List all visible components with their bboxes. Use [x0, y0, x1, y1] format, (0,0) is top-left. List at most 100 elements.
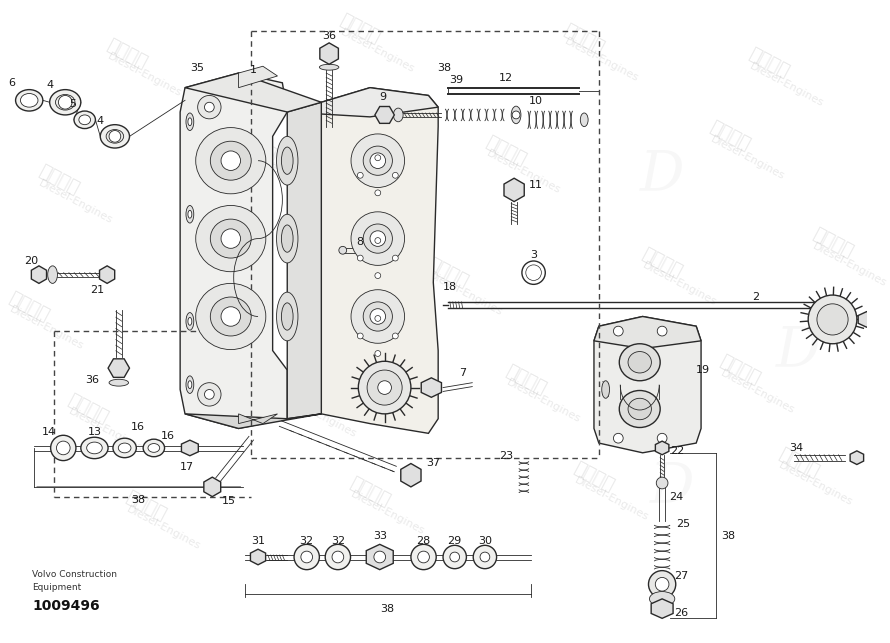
- Text: 26: 26: [675, 608, 689, 619]
- Polygon shape: [250, 549, 265, 565]
- Ellipse shape: [188, 318, 192, 325]
- Text: 柴发动力: 柴发动力: [561, 21, 608, 57]
- Polygon shape: [850, 451, 863, 464]
- Text: 柴发动力: 柴发动力: [483, 133, 530, 169]
- Text: 11: 11: [529, 180, 543, 190]
- Text: 15: 15: [222, 496, 236, 507]
- Ellipse shape: [277, 292, 298, 341]
- Circle shape: [370, 153, 385, 168]
- Circle shape: [656, 477, 668, 489]
- Text: 4: 4: [46, 80, 53, 90]
- Text: Diesel-Engines: Diesel-Engines: [261, 158, 338, 206]
- Circle shape: [59, 95, 72, 109]
- Text: 9: 9: [379, 93, 386, 102]
- Ellipse shape: [351, 290, 405, 343]
- Circle shape: [359, 361, 411, 414]
- Text: 33: 33: [373, 530, 387, 541]
- Circle shape: [392, 172, 398, 178]
- Polygon shape: [321, 87, 438, 433]
- Circle shape: [339, 246, 346, 254]
- Ellipse shape: [351, 212, 405, 266]
- Polygon shape: [204, 477, 221, 496]
- Text: Diesel-Engines: Diesel-Engines: [8, 304, 85, 352]
- Ellipse shape: [363, 146, 392, 176]
- Ellipse shape: [113, 439, 136, 458]
- Polygon shape: [594, 316, 701, 453]
- Ellipse shape: [393, 108, 403, 122]
- Circle shape: [657, 433, 667, 443]
- Text: 17: 17: [180, 462, 194, 473]
- Text: 1009496: 1009496: [32, 599, 100, 613]
- Polygon shape: [108, 359, 130, 377]
- Circle shape: [657, 326, 667, 336]
- Circle shape: [358, 172, 363, 178]
- Text: 柴发动力: 柴发动力: [570, 459, 617, 495]
- Text: Diesel-Engines: Diesel-Engines: [709, 134, 787, 181]
- Circle shape: [649, 570, 676, 598]
- Circle shape: [375, 350, 381, 356]
- Text: 38: 38: [131, 494, 145, 505]
- Polygon shape: [367, 545, 393, 570]
- Text: Diesel-Engines: Diesel-Engines: [349, 489, 426, 537]
- Text: 20: 20: [24, 256, 38, 266]
- Text: D: D: [776, 323, 821, 378]
- Ellipse shape: [196, 206, 266, 272]
- Ellipse shape: [118, 443, 131, 453]
- Circle shape: [375, 273, 381, 278]
- Text: Diesel-Engines: Diesel-Engines: [641, 260, 718, 308]
- Text: 柴发动力: 柴发动力: [775, 444, 821, 480]
- Text: 5: 5: [69, 99, 77, 109]
- Ellipse shape: [281, 225, 293, 252]
- Ellipse shape: [628, 352, 651, 373]
- Circle shape: [443, 545, 466, 568]
- Text: 38: 38: [437, 63, 451, 73]
- Text: 柴发动力: 柴发动力: [746, 45, 792, 82]
- Text: 柴发动力: 柴发动力: [259, 143, 305, 179]
- Text: 柴发动力: 柴发动力: [279, 376, 325, 412]
- Circle shape: [375, 238, 381, 244]
- Polygon shape: [287, 102, 321, 419]
- Polygon shape: [655, 441, 669, 455]
- Circle shape: [221, 229, 240, 248]
- Text: 12: 12: [499, 73, 514, 83]
- Ellipse shape: [50, 89, 81, 115]
- Polygon shape: [180, 73, 287, 428]
- Ellipse shape: [186, 376, 194, 394]
- Text: Diesel-Engines: Diesel-Engines: [812, 241, 889, 289]
- Text: 3: 3: [530, 250, 537, 260]
- Polygon shape: [287, 87, 438, 117]
- Text: 柴发动力: 柴发动力: [191, 274, 238, 310]
- Circle shape: [449, 552, 459, 562]
- Text: Diesel-Engines: Diesel-Engines: [280, 392, 358, 440]
- Circle shape: [221, 307, 240, 326]
- Ellipse shape: [186, 206, 194, 223]
- Polygon shape: [375, 107, 394, 123]
- Text: 22: 22: [670, 446, 684, 456]
- Text: 23: 23: [499, 451, 514, 461]
- Ellipse shape: [363, 302, 392, 331]
- Circle shape: [808, 295, 857, 344]
- Text: 37: 37: [426, 458, 441, 467]
- Polygon shape: [320, 43, 338, 64]
- Text: 柴发动力: 柴发动力: [337, 11, 384, 48]
- Text: Diesel-Engines: Diesel-Engines: [505, 377, 582, 425]
- Text: Diesel-Engines: Diesel-Engines: [748, 61, 825, 109]
- Ellipse shape: [188, 118, 192, 125]
- Text: 24: 24: [669, 492, 684, 502]
- Text: 2: 2: [752, 292, 759, 302]
- Text: 36: 36: [85, 375, 100, 385]
- Polygon shape: [421, 378, 441, 397]
- Ellipse shape: [148, 444, 159, 452]
- Circle shape: [375, 316, 381, 322]
- Text: Diesel-Engines: Diesel-Engines: [563, 37, 641, 84]
- Ellipse shape: [363, 224, 392, 253]
- Text: 32: 32: [300, 536, 314, 547]
- Text: 柴发动力: 柴发动力: [716, 352, 764, 388]
- Text: 柴发动力: 柴发动力: [503, 362, 549, 398]
- Polygon shape: [185, 73, 321, 112]
- Circle shape: [221, 151, 240, 170]
- Circle shape: [301, 551, 312, 563]
- Ellipse shape: [188, 381, 192, 388]
- Ellipse shape: [320, 64, 339, 70]
- Ellipse shape: [351, 134, 405, 188]
